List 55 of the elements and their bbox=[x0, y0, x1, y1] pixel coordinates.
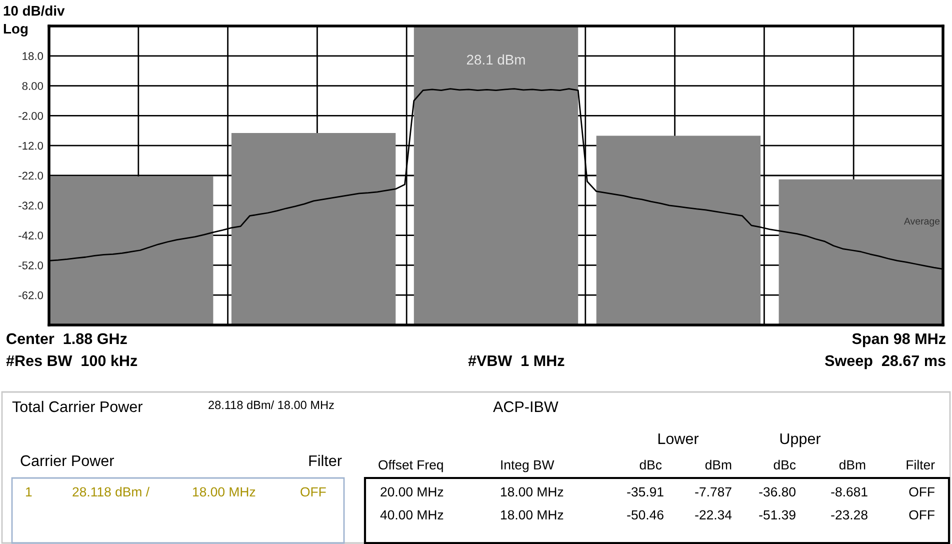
text: OFF bbox=[300, 487, 326, 497]
text: OFF bbox=[909, 487, 934, 497]
text: Offset Freq bbox=[378, 460, 443, 472]
text: Sweep 28.67 ms bbox=[825, 355, 946, 370]
text: 18.00 MHz bbox=[501, 487, 564, 497]
text: 10 dB/div bbox=[4, 6, 65, 16]
text: Integ BW bbox=[501, 460, 554, 472]
text: Center 1.88 GHz bbox=[6, 333, 127, 344]
text: dBc bbox=[774, 460, 796, 470]
text: 1 bbox=[26, 487, 32, 496]
text: Span 98 MHz bbox=[852, 333, 946, 348]
bar bbox=[778, 179, 943, 325]
text: 28.118 dBm / bbox=[72, 486, 150, 497]
text: Filter bbox=[309, 454, 342, 466]
text: -23.28 bbox=[831, 510, 868, 520]
bar bbox=[49, 176, 214, 325]
text: 18.00 MHz bbox=[501, 510, 564, 520]
text: Total Carrier Power bbox=[12, 400, 142, 412]
y-tick-label: -62.0 bbox=[18, 291, 44, 300]
text: -8.681 bbox=[831, 487, 868, 497]
bar bbox=[231, 133, 396, 325]
text: Log bbox=[4, 24, 28, 36]
text: #Res BW 100 kHz bbox=[6, 354, 138, 366]
y-tick-label: 8.00 bbox=[22, 82, 44, 90]
text: Lower bbox=[658, 433, 699, 444]
y-tick-label: -2.00 bbox=[18, 112, 44, 120]
text: 28.118 dBm/ 18.00 MHz bbox=[208, 400, 334, 410]
text: Carrier Power bbox=[20, 454, 114, 466]
y-tick-label: -12.0 bbox=[18, 142, 44, 150]
text: dBm bbox=[705, 460, 732, 470]
bar bbox=[414, 26, 578, 325]
text: dBm bbox=[839, 460, 866, 470]
text: -50.46 bbox=[627, 510, 664, 520]
text: -36.80 bbox=[759, 487, 796, 497]
y-tick-label: 18.0 bbox=[22, 52, 44, 60]
text: Upper bbox=[780, 433, 821, 448]
text: #VBW 1 MHz bbox=[468, 355, 564, 366]
text: -7.787 bbox=[695, 487, 732, 497]
y-tick-label: -22.0 bbox=[18, 172, 44, 180]
text: -22.34 bbox=[695, 510, 732, 520]
annotation: Average bbox=[904, 218, 940, 227]
y-tick-label: -42.0 bbox=[18, 232, 44, 240]
text: dBc bbox=[640, 460, 662, 470]
text: -51.39 bbox=[759, 510, 796, 520]
text: 18.00 MHz bbox=[193, 487, 256, 497]
text: 20.00 MHz bbox=[380, 487, 444, 497]
text: Filter bbox=[906, 460, 935, 470]
text: 40.00 MHz bbox=[380, 510, 444, 520]
y-tick-label: -32.0 bbox=[18, 202, 44, 210]
text: OFF bbox=[909, 510, 934, 520]
y-tick-label: -52.0 bbox=[18, 261, 44, 270]
text: ACP-IBW bbox=[493, 401, 558, 412]
text: -35.91 bbox=[627, 487, 664, 497]
data-label: 28.1 dBm bbox=[466, 54, 525, 65]
bar bbox=[596, 136, 761, 325]
